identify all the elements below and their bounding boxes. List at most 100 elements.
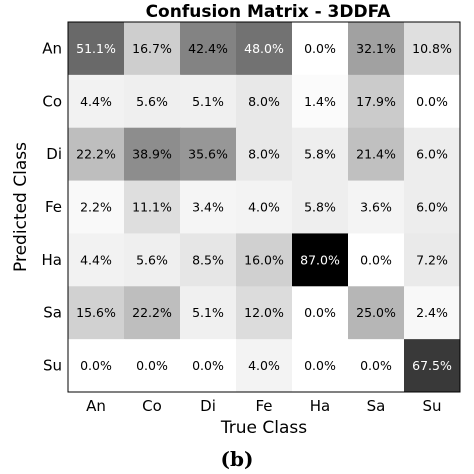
- heatmap-cell: [180, 339, 237, 393]
- plot-frame: [67, 21, 461, 393]
- heatmap-cell: [292, 286, 349, 340]
- cell-value-label: 5.8%: [304, 200, 336, 215]
- cell-value-label: 17.9%: [356, 94, 396, 109]
- y-tick-labels: An Co Di Fe Ha Sa Su: [42, 39, 62, 374]
- cell-value-label: 0.0%: [136, 358, 168, 373]
- cell-value-label: 5.8%: [304, 147, 336, 162]
- y-axis-label: Predicted Class: [11, 142, 31, 272]
- heatmap-cell: [68, 233, 125, 287]
- heatmap-cell: [236, 22, 293, 76]
- cell-value-label: 16.7%: [132, 41, 172, 56]
- cell-value-label: 3.6%: [360, 200, 392, 215]
- cell-value-label: 5.1%: [192, 94, 224, 109]
- heatmap-cell: [404, 74, 461, 129]
- cell-value-label: 8.5%: [192, 252, 224, 267]
- cell-value-label: 67.5%: [412, 358, 452, 373]
- cell-value-label: 4.0%: [248, 358, 280, 373]
- cell-value-label: 0.0%: [304, 41, 336, 56]
- x-axis-label: True Class: [220, 418, 307, 438]
- y-tick-label: An: [42, 39, 62, 57]
- cell-value-label: 4.4%: [80, 252, 112, 267]
- cell-value-label: 5.1%: [192, 305, 224, 320]
- x-tick-label: Sa: [367, 397, 386, 415]
- heatmap-cell: [404, 22, 461, 76]
- y-tick-label: Sa: [43, 304, 62, 322]
- cell-value-label: 42.4%: [188, 41, 228, 56]
- cell-value-label: 38.9%: [132, 147, 172, 162]
- cell-value-label: 11.1%: [132, 200, 172, 215]
- cell-value-label: 3.4%: [192, 200, 224, 215]
- x-tick-label: Su: [422, 397, 441, 415]
- cell-value-label: 4.4%: [80, 94, 112, 109]
- heatmap-cell: [180, 180, 237, 234]
- cell-value-label: 51.1%: [76, 41, 116, 56]
- cell-value-label: 0.0%: [80, 358, 112, 373]
- cell-value-label: 6.0%: [416, 200, 448, 215]
- heatmap-cell: [348, 233, 405, 287]
- x-tick-label: Fe: [255, 397, 272, 415]
- cell-value-label: 22.2%: [76, 147, 116, 162]
- heatmap-cell: [124, 74, 181, 129]
- heatmap-cell: [292, 74, 349, 129]
- cell-value-label: 0.0%: [304, 358, 336, 373]
- cell-value-label: 5.6%: [136, 252, 168, 267]
- heatmap-cell: [292, 339, 349, 393]
- cell-value-label: 10.8%: [412, 41, 452, 56]
- heatmap-cell: [404, 339, 461, 393]
- cell-value-label: 2.2%: [80, 200, 112, 215]
- cell-value-label: 6.0%: [416, 147, 448, 162]
- y-tick-label: Co: [42, 92, 62, 110]
- x-tick-label: An: [86, 397, 106, 415]
- cell-value-label: 35.6%: [188, 147, 228, 162]
- heatmap-cell: [404, 127, 461, 182]
- heatmap-cell: [348, 74, 405, 129]
- cell-value-label: 12.0%: [244, 305, 284, 320]
- heatmap-cell: [68, 339, 125, 393]
- heatmap-cell: [124, 127, 181, 182]
- heatmap-cell: [68, 127, 125, 182]
- heatmap-cell: [124, 233, 181, 287]
- heatmap-cell: [68, 286, 125, 340]
- cell-value-label: 0.0%: [192, 358, 224, 373]
- cell-value-label: 8.0%: [248, 147, 280, 162]
- heatmap-cell: [348, 286, 405, 340]
- heatmap-cell: [348, 339, 405, 393]
- heatmap-cells: 51.1% 16.7% 42.4% 48.0% 0.0% 32.1% 10.8% 4.4% 5.…: [68, 22, 461, 393]
- cell-value-label: 87.0%: [300, 252, 340, 267]
- cell-value-label: 5.6%: [136, 94, 168, 109]
- cell-value-label: 4.0%: [248, 200, 280, 215]
- heatmap-cell: [124, 180, 181, 234]
- cell-value-label: 15.6%: [76, 305, 116, 320]
- y-tick-label: Fe: [45, 198, 62, 216]
- figure-caption: (b): [221, 447, 254, 471]
- chart-title: Confusion Matrix - 3DDFA: [146, 2, 392, 22]
- x-tick-labels: An Co Di Fe Ha Sa Su: [86, 397, 441, 415]
- heatmap-cell: [236, 74, 293, 129]
- heatmap-cell: [68, 180, 125, 234]
- y-tick-label: Su: [43, 357, 62, 375]
- cell-value-label: 21.4%: [356, 147, 396, 162]
- heatmap-cell: [180, 22, 237, 76]
- heatmap-cell: [292, 127, 349, 182]
- heatmap-cell: [236, 233, 293, 287]
- heatmap-cell: [404, 180, 461, 234]
- heatmap-cell: [348, 127, 405, 182]
- heatmap-cell: [68, 22, 125, 76]
- heatmap-cell: [124, 286, 181, 340]
- cell-value-label: 7.2%: [416, 252, 448, 267]
- cell-value-label: 16.0%: [244, 252, 284, 267]
- y-tick-label: Di: [46, 145, 62, 163]
- cell-value-label: 0.0%: [416, 94, 448, 109]
- cell-value-label: 22.2%: [132, 305, 172, 320]
- x-tick-label: Co: [142, 397, 162, 415]
- heatmap-cell: [124, 22, 181, 76]
- cell-value-label: 0.0%: [360, 358, 392, 373]
- heatmap-cell: [236, 127, 293, 182]
- cell-value-label: 2.4%: [416, 305, 448, 320]
- heatmap-cell: [292, 180, 349, 234]
- heatmap-cell: [236, 286, 293, 340]
- heatmap-cell: [292, 22, 349, 76]
- cell-value-label: 0.0%: [304, 305, 336, 320]
- x-tick-label: Di: [200, 397, 216, 415]
